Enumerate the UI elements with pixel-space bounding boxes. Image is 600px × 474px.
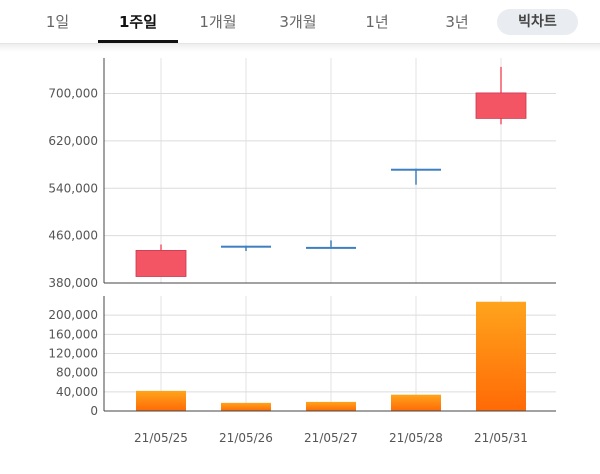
- tab-1-year[interactable]: 1년: [365, 13, 389, 31]
- period-tab-bar: 1일 1주일 1개월 3개월 1년 3년 빅차트: [0, 0, 600, 44]
- candle-body: [221, 245, 271, 248]
- price-tick-label: 620,000: [48, 134, 98, 148]
- volume-tick-label: 40,000: [56, 385, 98, 399]
- tab-3-month[interactable]: 3개월: [279, 13, 317, 31]
- volume-tick-label: 200,000: [48, 308, 98, 322]
- volume-tick-label: 120,000: [48, 347, 98, 361]
- candle-body: [391, 168, 441, 171]
- volume-tick-label: 0: [90, 404, 98, 418]
- volume-bar: [136, 390, 186, 411]
- candle-body: [135, 250, 187, 277]
- x-tick-label: 21/05/28: [389, 431, 443, 445]
- price-tick-label: 380,000: [48, 276, 98, 290]
- tab-shadow: [0, 44, 600, 52]
- candle-body: [475, 92, 527, 119]
- volume-tick-label: 80,000: [56, 366, 98, 380]
- volume-bar: [306, 401, 356, 411]
- tab-3-year[interactable]: 3년: [445, 13, 469, 31]
- tab-1-month[interactable]: 1개월: [199, 13, 237, 31]
- price-tick-label: 540,000: [48, 181, 98, 195]
- stock-chart: 380,000 460,000 540,000 620,000 700,000 0 40,0…: [48, 58, 556, 445]
- x-tick-label: 21/05/31: [474, 431, 528, 445]
- volume-bar: [221, 402, 271, 411]
- candle-body: [306, 246, 356, 249]
- bigchart-button[interactable]: 빅차트: [497, 9, 578, 35]
- volume-bar: [391, 394, 441, 411]
- volume-tick-label: 160,000: [48, 327, 98, 341]
- active-tab-indicator: [98, 40, 178, 43]
- tab-1-day[interactable]: 1일: [45, 13, 70, 31]
- x-tick-label: 21/05/27: [304, 431, 358, 445]
- volume-bar: [476, 301, 526, 411]
- tab-1-week[interactable]: 1주일: [118, 13, 158, 31]
- x-tick-label: 21/05/26: [219, 431, 273, 445]
- price-tick-label: 460,000: [48, 229, 98, 243]
- x-tick-label: 21/05/25: [134, 431, 188, 445]
- price-tick-label: 700,000: [48, 87, 98, 101]
- tab-divider: [0, 43, 600, 44]
